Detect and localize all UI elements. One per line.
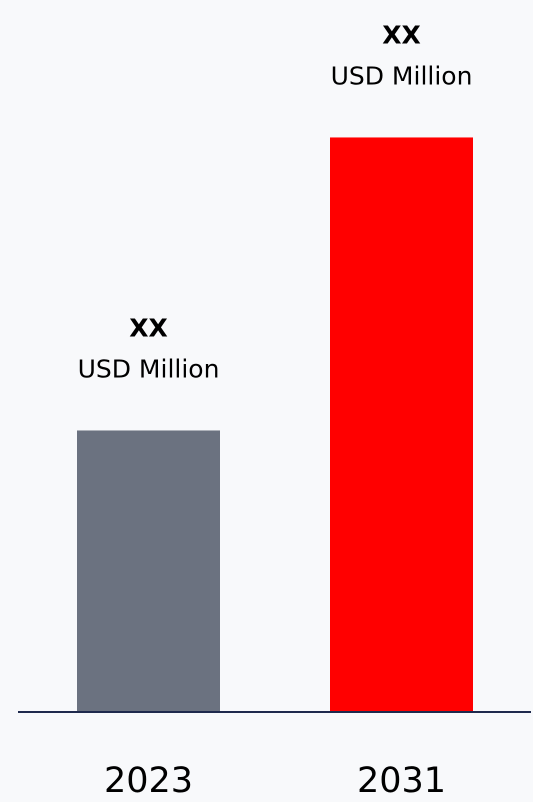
x-tick-label-2023: 2023: [104, 761, 193, 801]
unit-label-2023: USD Million: [78, 354, 220, 383]
unit-label-2031: USD Million: [331, 61, 473, 90]
bar-2023: [77, 430, 220, 712]
x-tick-labels-group: 2023 2031: [104, 761, 446, 801]
value-labels-group: XX USD Million XX USD Million: [78, 20, 473, 383]
bar-2031: [330, 137, 473, 713]
value-label-2031: XX: [382, 20, 421, 49]
x-tick-label-2031: 2031: [357, 761, 446, 801]
value-label-2023: XX: [129, 313, 168, 342]
bars-group: [77, 137, 473, 713]
